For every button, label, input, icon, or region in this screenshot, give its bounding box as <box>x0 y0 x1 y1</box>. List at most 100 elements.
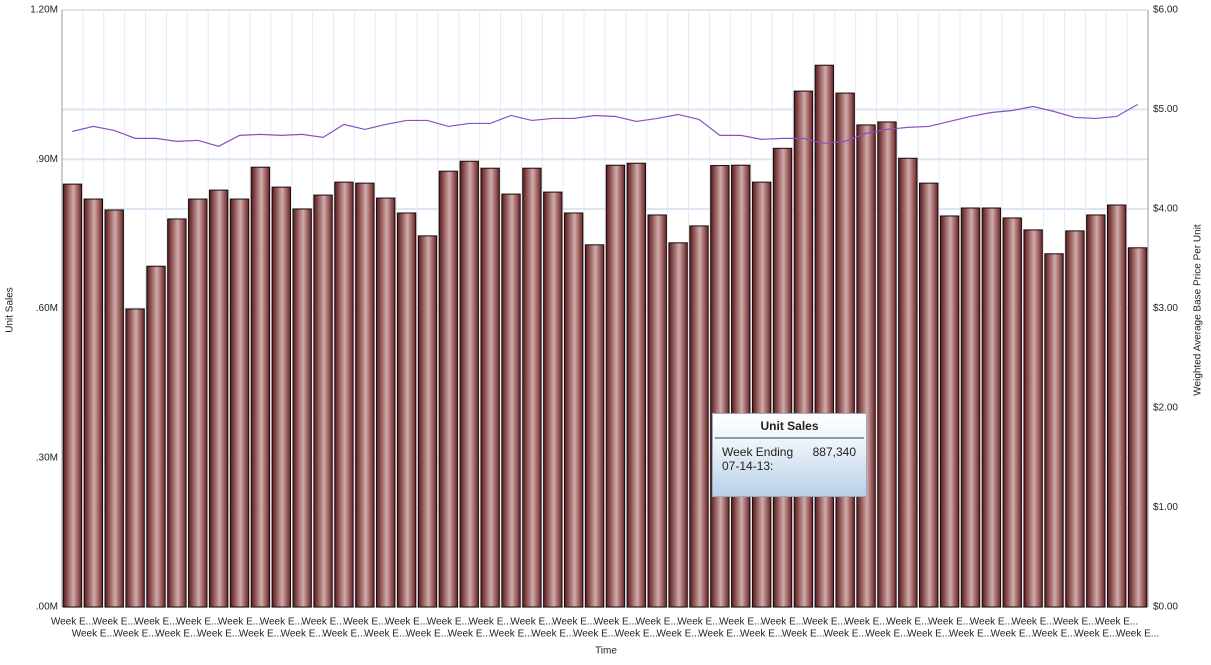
bar <box>271 186 291 608</box>
x-tick-label: Week E... <box>176 617 219 628</box>
bar <box>668 242 688 608</box>
x-tick-label: Week E... <box>573 629 616 640</box>
x-tick-label: Week E... <box>1074 629 1117 640</box>
x-tick-label: Week E... <box>636 617 679 628</box>
bar <box>584 244 605 608</box>
bar <box>898 157 918 608</box>
x-tick-label: Week E... <box>886 617 929 628</box>
x-tick-label: Week E... <box>260 617 303 628</box>
bar <box>647 214 667 608</box>
x-tick-label: Week E... <box>448 629 491 640</box>
bar <box>960 207 981 608</box>
bar <box>626 162 647 608</box>
bar <box>605 164 626 608</box>
tooltip-value: 887,340 <box>812 445 856 459</box>
bar <box>208 189 229 608</box>
bar <box>125 308 145 608</box>
x-tick-label: Week E... <box>698 629 741 640</box>
x-tick-label: Week E... <box>197 629 240 640</box>
x-tick-label: Week E... <box>928 617 971 628</box>
bar <box>62 183 83 608</box>
y2-tick-label: $6.00 <box>1153 5 1178 16</box>
bar <box>835 92 855 608</box>
x-tick-label: Week E... <box>677 617 720 628</box>
x-tick-label: Week E... <box>155 629 198 640</box>
x-tick-label: Week E... <box>218 617 261 628</box>
bar <box>438 170 459 608</box>
y2-tick-label: $2.00 <box>1153 403 1178 414</box>
bar <box>710 165 730 608</box>
bar <box>250 166 271 608</box>
y-tick-label: .00M <box>36 602 58 613</box>
x-tick-label: Week E... <box>469 617 512 628</box>
x-tick-label: Week E... <box>782 629 825 640</box>
bar <box>459 160 479 608</box>
bar <box>814 64 834 608</box>
x-axis-label: Time <box>595 646 617 657</box>
bar <box>522 167 542 608</box>
tooltip-title: Unit Sales <box>715 414 864 439</box>
x-tick-label: Week E... <box>301 617 344 628</box>
bar <box>167 218 187 608</box>
x-tick-label: Week E... <box>134 617 177 628</box>
x-tick-label: Week E... <box>844 617 887 628</box>
bar <box>689 225 709 608</box>
bar <box>1086 214 1106 608</box>
bar <box>334 181 354 608</box>
x-tick-label: Week E... <box>281 629 324 640</box>
bar <box>292 208 312 608</box>
x-tick-label: Week E... <box>343 617 386 628</box>
x-tick-label: Week E... <box>615 629 658 640</box>
y2-tick-label: $4.00 <box>1153 204 1178 215</box>
bar <box>313 194 333 608</box>
x-tick-label: Week E... <box>1012 617 1055 628</box>
x-tick-label: Week E... <box>970 617 1013 628</box>
bar <box>1127 247 1148 608</box>
line <box>72 104 1138 147</box>
x-tick-label: Week E... <box>657 629 700 640</box>
bar <box>751 181 772 608</box>
x-tick-label: Week E... <box>531 629 574 640</box>
x-tick-label: Week E... <box>93 617 136 628</box>
bar <box>1065 230 1085 608</box>
y-tick-label: 1.20M <box>30 5 58 16</box>
x-tick-label: Week E... <box>594 617 637 628</box>
x-tick-label: Week E... <box>427 617 470 628</box>
bar <box>563 212 584 608</box>
tooltip-label: Week Ending 07-14-13: <box>722 445 794 473</box>
bar <box>919 182 939 608</box>
x-tick-label: Week E... <box>1116 629 1159 640</box>
y-axis-label: Unit Sales <box>5 287 16 333</box>
bar <box>104 209 124 608</box>
x-tick-label: Week E... <box>991 629 1034 640</box>
x-tick-label: Week E... <box>1095 617 1138 628</box>
tooltip: Unit Sales Week Ending 07-14-13: 887,340 <box>712 413 867 497</box>
bar <box>543 191 563 608</box>
y2-tick-label: $3.00 <box>1153 303 1178 314</box>
y-tick-label: .60M <box>36 303 58 314</box>
bar <box>83 198 104 608</box>
x-tick-label: Week E... <box>1053 617 1096 628</box>
x-tick-label: Week E... <box>552 617 595 628</box>
bar <box>501 193 521 608</box>
y-tick-label: .90M <box>36 154 58 165</box>
x-tick-label: Week E... <box>761 617 804 628</box>
bar <box>793 90 814 608</box>
x-tick-label: Week E... <box>865 629 908 640</box>
bar <box>1044 253 1064 608</box>
bar <box>146 265 166 608</box>
bar <box>376 197 396 608</box>
bar <box>1023 229 1043 608</box>
y2-tick-label: $0.00 <box>1153 602 1178 613</box>
bar <box>1106 204 1127 608</box>
bar <box>981 207 1002 608</box>
x-tick-label: Week E... <box>1032 629 1075 640</box>
x-tick-label: Week E... <box>510 617 553 628</box>
x-tick-label: Week E... <box>239 629 282 640</box>
x-tick-label: Week E... <box>406 629 449 640</box>
bar <box>188 198 208 608</box>
x-tick-label: Week E... <box>51 617 94 628</box>
y-tick-label: .30M <box>36 452 58 463</box>
bar <box>772 147 793 608</box>
